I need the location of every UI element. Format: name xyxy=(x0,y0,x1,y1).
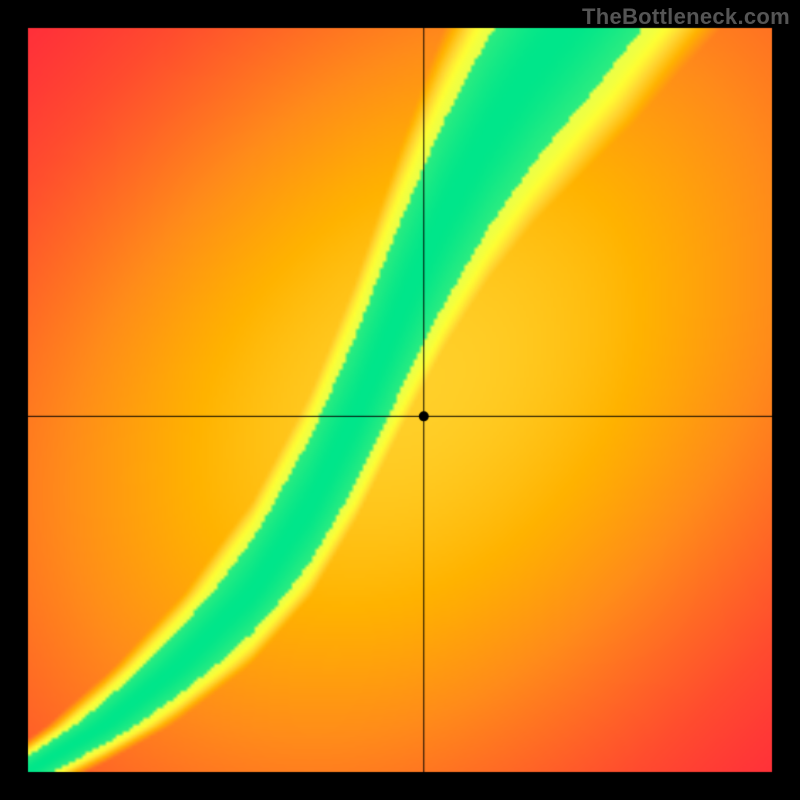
heatmap-canvas xyxy=(0,0,800,800)
watermark-text: TheBottleneck.com xyxy=(582,4,790,30)
chart-container: TheBottleneck.com xyxy=(0,0,800,800)
